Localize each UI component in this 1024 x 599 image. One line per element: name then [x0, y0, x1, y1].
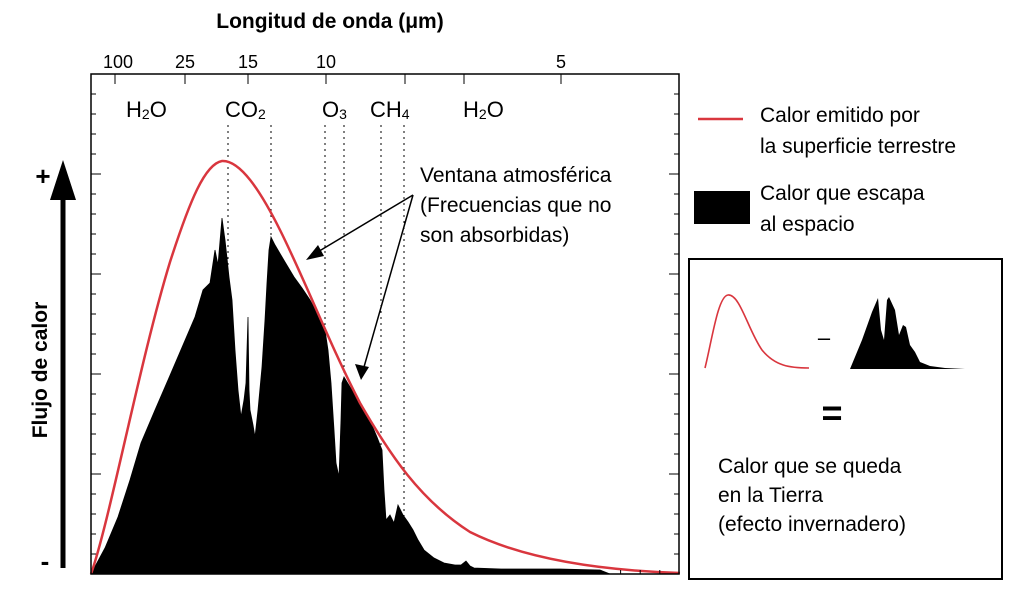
y-axis-arrow: [50, 160, 76, 568]
y-minus: -: [41, 546, 50, 576]
gas-label-co2: CO2: [225, 97, 266, 122]
tick-label-15: 15: [238, 52, 258, 72]
annotation-arrows: [306, 194, 414, 380]
tick-label-100: 100: [103, 52, 133, 72]
annotation-line-3: son absorbidas): [420, 224, 569, 247]
inset-box: [688, 258, 1003, 580]
y-axis-label: Flujo de calor: [29, 302, 52, 439]
inset-black-spectrum-icon: [850, 297, 965, 369]
inset-red-curve-icon: [704, 294, 810, 369]
gas-label-o3: O3: [322, 97, 347, 122]
legend-escaped-line-1: Calor que escapa: [760, 182, 925, 205]
axis-ticks: [91, 74, 679, 574]
gas-labels: H2O CO2 O3 CH4 H2O: [126, 97, 504, 122]
inset-result-line-1: Calor que se queda: [718, 455, 902, 478]
inset-result-line-2: en la Tierra: [718, 484, 823, 507]
legend-emitted-line-1: Calor emitido por: [760, 104, 920, 127]
legend-escaped-line-2: al espacio: [760, 213, 855, 236]
y-plus: +: [35, 161, 50, 191]
legend-emitted-line-2: la superficie terrestre: [760, 135, 956, 158]
axis-title: Longitud de onda (μm): [216, 10, 443, 33]
legend-black-swatch-icon: [694, 191, 750, 224]
gas-label-h2o: H2O: [126, 97, 167, 122]
inset-minus: –: [818, 325, 831, 350]
tick-label-25: 25: [175, 52, 195, 72]
annotation-line-1: Ventana atmosférica: [420, 164, 612, 187]
escaped-heat-area: [90, 217, 611, 575]
annotation-line-2: (Frecuencias que no: [420, 194, 611, 217]
inset-result-line-3: (efecto invernadero): [718, 513, 906, 536]
gas-label-h2o-2: H2O: [463, 97, 504, 122]
tick-label-5: 5: [556, 52, 566, 72]
gas-label-ch4: CH4: [370, 97, 410, 122]
emitted-heat-curve: [89, 159, 681, 575]
tick-label-10: 10: [316, 52, 336, 72]
inset-equals: =: [821, 392, 842, 433]
window-annotation: Ventana atmosférica (Frecuencias que no …: [420, 164, 612, 247]
